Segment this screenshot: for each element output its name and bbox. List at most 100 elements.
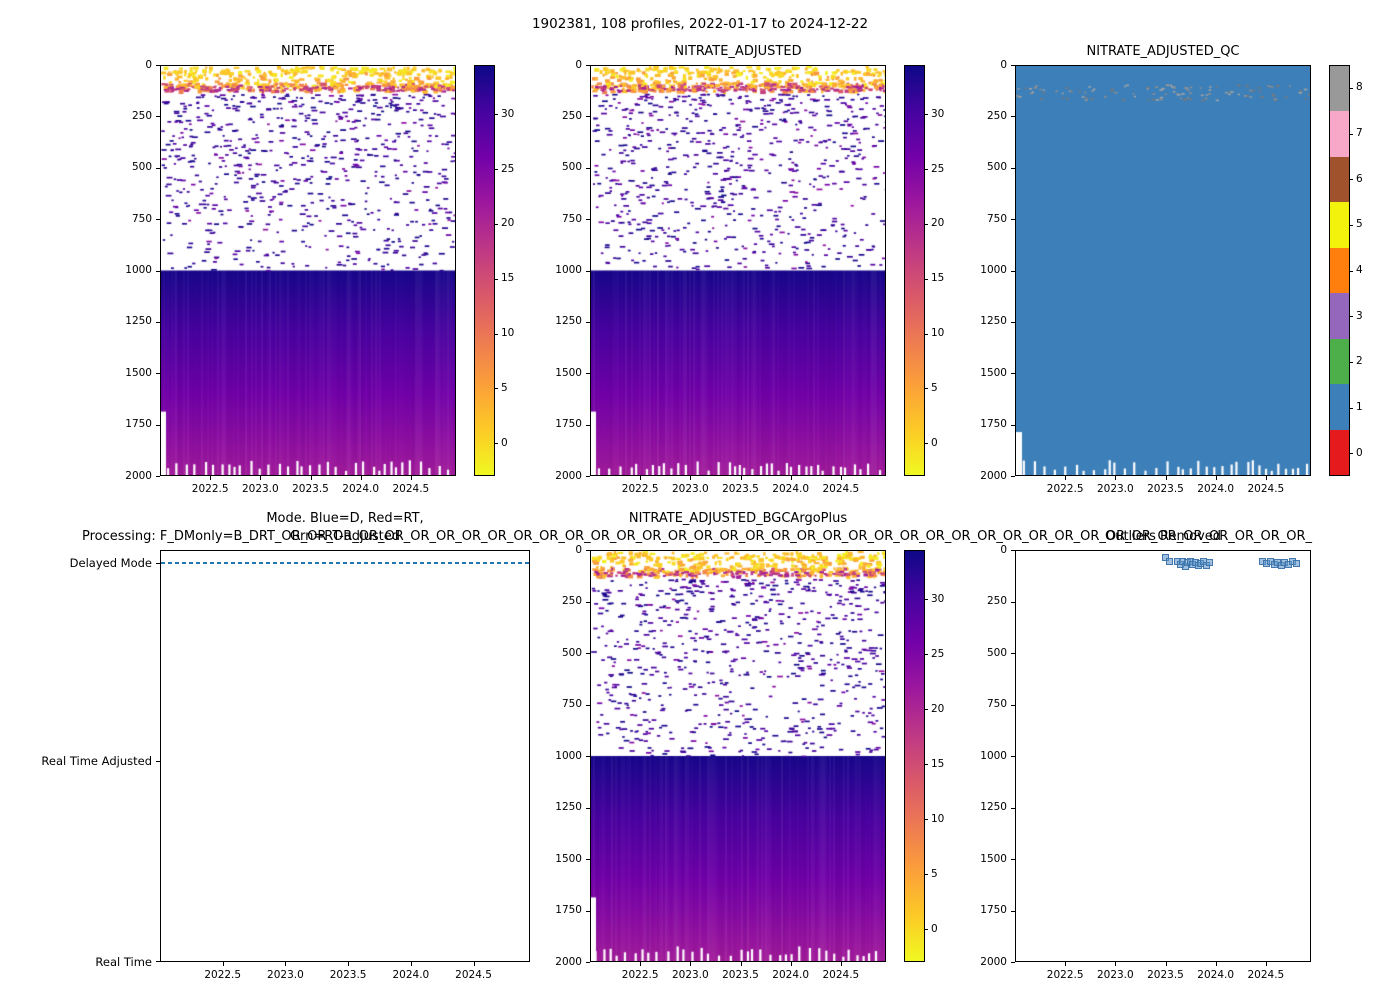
y-tick — [156, 219, 160, 221]
panel-title-mode-line2: Grn=RT-adjusted — [289, 529, 401, 544]
y-tick — [586, 219, 590, 221]
colorbar-tick-label: 15 — [501, 272, 515, 285]
y-tick-label: 500 — [561, 161, 582, 174]
colorbar-tick — [1350, 361, 1353, 363]
processing-title: Processing: F_DMonly=B_DRT_OR_OR_OR_OR_O… — [81, 529, 1313, 544]
colorbar-tick — [925, 764, 928, 766]
colorbar-tick-label: 25 — [501, 162, 515, 175]
y-tick-label: 750 — [561, 698, 582, 710]
y-tick-label: 500 — [986, 646, 1007, 659]
x-tick — [410, 476, 412, 480]
y-tick — [586, 859, 590, 860]
y-tick-label: 1500 — [980, 366, 1007, 379]
y-tick-label: 1500 — [555, 366, 582, 379]
x-tick-label: 2024.0 — [342, 483, 380, 495]
colorbar-tick-label: 2 — [1356, 355, 1363, 368]
x-tick — [1165, 476, 1167, 480]
y-tick-label: 500 — [561, 646, 582, 659]
y-tick — [1011, 653, 1015, 654]
colorbar-tick-label: 30 — [501, 107, 515, 120]
x-tick — [1215, 476, 1217, 480]
y-tick-label: 250 — [986, 109, 1007, 122]
y-tick-label: 250 — [561, 595, 582, 607]
x-tick-label: 2023.5 — [722, 483, 759, 495]
y-tick-label: 1750 — [555, 418, 582, 431]
x-tick-label: 2024.0 — [772, 483, 810, 495]
colorbar-tick — [495, 278, 498, 280]
colorbar-tick-label: 0 — [931, 922, 938, 935]
y-tick-label: 2000 — [980, 955, 1007, 968]
panel-nitrate_adjusted_bgcargoplus — [590, 550, 886, 962]
colorbar-tick-label: 7 — [1356, 127, 1363, 139]
y-tick — [586, 476, 590, 477]
y-tick — [586, 167, 590, 169]
x-tick — [790, 962, 792, 966]
colorbar-tick-label: 6 — [1356, 172, 1363, 185]
colorbar-segment — [1330, 66, 1349, 112]
x-tick — [222, 962, 224, 966]
x-tick — [690, 962, 692, 966]
colorbar-tick-label: 10 — [931, 812, 945, 825]
x-tick-label: 2023.0 — [671, 483, 709, 495]
x-tick — [840, 476, 842, 480]
colorbar-tick-label: 3 — [1356, 309, 1363, 322]
colorbar-tick — [925, 169, 928, 171]
x-tick-label: 2023.0 — [241, 483, 279, 495]
y-tick-label: 0 — [145, 58, 152, 71]
x-tick — [310, 476, 312, 480]
y-tick-label: 1000 — [555, 264, 582, 276]
x-tick — [348, 962, 350, 966]
colorbar-tick-label: 10 — [501, 327, 515, 340]
y-tick-label: 1000 — [125, 264, 152, 276]
y-tick — [586, 270, 590, 272]
x-tick-label: 2024.5 — [1247, 969, 1285, 981]
colorbar-tick-label: 1 — [1356, 401, 1363, 413]
x-tick — [1165, 962, 1167, 966]
colorbar-segment — [1330, 338, 1349, 385]
y-tick-label: 1250 — [980, 801, 1007, 813]
y-tick — [156, 373, 160, 375]
colorbar-tick — [495, 114, 498, 116]
colorbar-tick — [925, 333, 928, 335]
colorbar-tick-label: 15 — [931, 272, 945, 285]
y-tick — [1011, 424, 1015, 426]
x-tick-label: 2024.5 — [822, 969, 860, 981]
x-tick-label: 2023.5 — [722, 969, 759, 981]
y-tick-label: 1750 — [980, 418, 1007, 431]
mode-category-real-time-adjusted: Real Time Adjusted — [41, 754, 152, 768]
y-tick-label: 250 — [986, 595, 1007, 607]
y-tick-label: 0 — [575, 543, 582, 556]
colorbar-tick — [1350, 179, 1353, 181]
mode-y-tick — [156, 760, 160, 762]
x-tick — [410, 962, 412, 966]
colorbar-tick — [925, 819, 928, 821]
y-tick-label: 250 — [131, 109, 152, 122]
y-tick-label: 250 — [561, 109, 582, 122]
y-tick — [586, 373, 590, 375]
colorbar-tick — [925, 278, 928, 280]
x-tick-label: 2022.5 — [621, 969, 659, 981]
y-tick — [586, 756, 590, 757]
colorbar-tick — [925, 709, 928, 711]
figure-suptitle: 1902381, 108 profiles, 2022-01-17 to 202… — [531, 16, 869, 32]
colorbar-segment — [1330, 202, 1349, 248]
y-tick-label: 750 — [986, 212, 1007, 225]
colorbar-tick — [495, 223, 498, 225]
x-tick — [1215, 962, 1217, 966]
x-tick-label: 2023.5 — [1147, 483, 1184, 495]
colorbar-tick — [495, 443, 498, 445]
y-tick-label: 750 — [131, 212, 152, 225]
x-tick-label: 2023.5 — [329, 969, 367, 981]
mode-y-tick — [156, 961, 160, 962]
y-tick-label: 1750 — [980, 904, 1007, 916]
y-tick — [1011, 704, 1015, 706]
y-tick-label: 1250 — [125, 315, 152, 328]
x-tick-label: 2024.0 — [772, 969, 810, 981]
profile-point — [1162, 554, 1169, 562]
colorbar-tick — [495, 169, 498, 171]
y-tick-label: 0 — [1000, 543, 1007, 556]
y-tick — [586, 910, 590, 912]
x-tick-label: 2023.0 — [1096, 969, 1134, 981]
colorbar-tick-label: 25 — [931, 647, 945, 660]
